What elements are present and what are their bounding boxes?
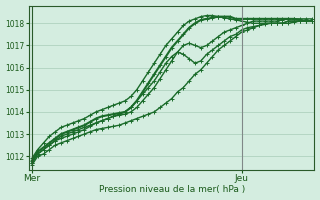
X-axis label: Pression niveau de la mer( hPa ): Pression niveau de la mer( hPa ) [99, 185, 245, 194]
